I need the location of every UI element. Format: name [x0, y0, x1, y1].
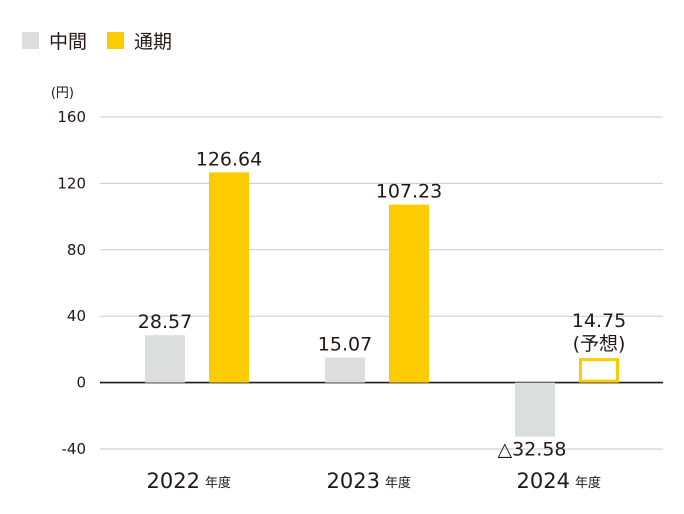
data-label: 126.64 — [196, 148, 262, 170]
data-label: △32.58 — [497, 439, 566, 461]
y-tick-label: 0 — [76, 374, 86, 392]
y-tick-label: 40 — [67, 307, 86, 325]
y-tick-label: -40 — [62, 440, 87, 458]
bar-interim-2023 — [325, 357, 365, 383]
x-category-suffix: 年度 — [385, 475, 411, 491]
y-tick-label: 80 — [67, 241, 86, 259]
x-category-label: 2022 — [147, 469, 200, 493]
y-tick-label: 160 — [57, 108, 86, 126]
data-label: 14.75 — [572, 310, 626, 332]
x-category-suffix: 年度 — [205, 475, 231, 491]
legend-label-interim: 中間 — [49, 31, 88, 53]
data-label: 15.07 — [318, 334, 372, 356]
legend-item-interim: 中間 — [22, 27, 87, 54]
data-label: 28.57 — [138, 311, 192, 333]
bar-interim-2022 — [145, 335, 185, 383]
bar-full-year-2023 — [389, 204, 429, 383]
bar-forecast-2024 — [579, 358, 619, 383]
x-category-label: 2023 — [327, 469, 380, 493]
data-label: 107.23 — [376, 181, 442, 203]
legend-swatch-interim — [22, 32, 39, 49]
legend-swatch-full-year — [107, 32, 125, 49]
chart-legend: 中間 通期 — [22, 27, 192, 54]
y-axis-unit-label: (円) — [51, 86, 74, 101]
legend-label-full-year: 通期 — [134, 31, 173, 53]
data-label-forecast-note: (予想) — [573, 333, 626, 355]
bar-full-year-2022 — [209, 172, 249, 383]
x-category-suffix: 年度 — [575, 475, 601, 491]
x-category-label: 2024 — [517, 469, 570, 493]
y-tick-label: 120 — [57, 174, 86, 192]
legend-item-full-year: 通期 — [107, 27, 172, 54]
bar-interim-2024 — [515, 382, 555, 437]
